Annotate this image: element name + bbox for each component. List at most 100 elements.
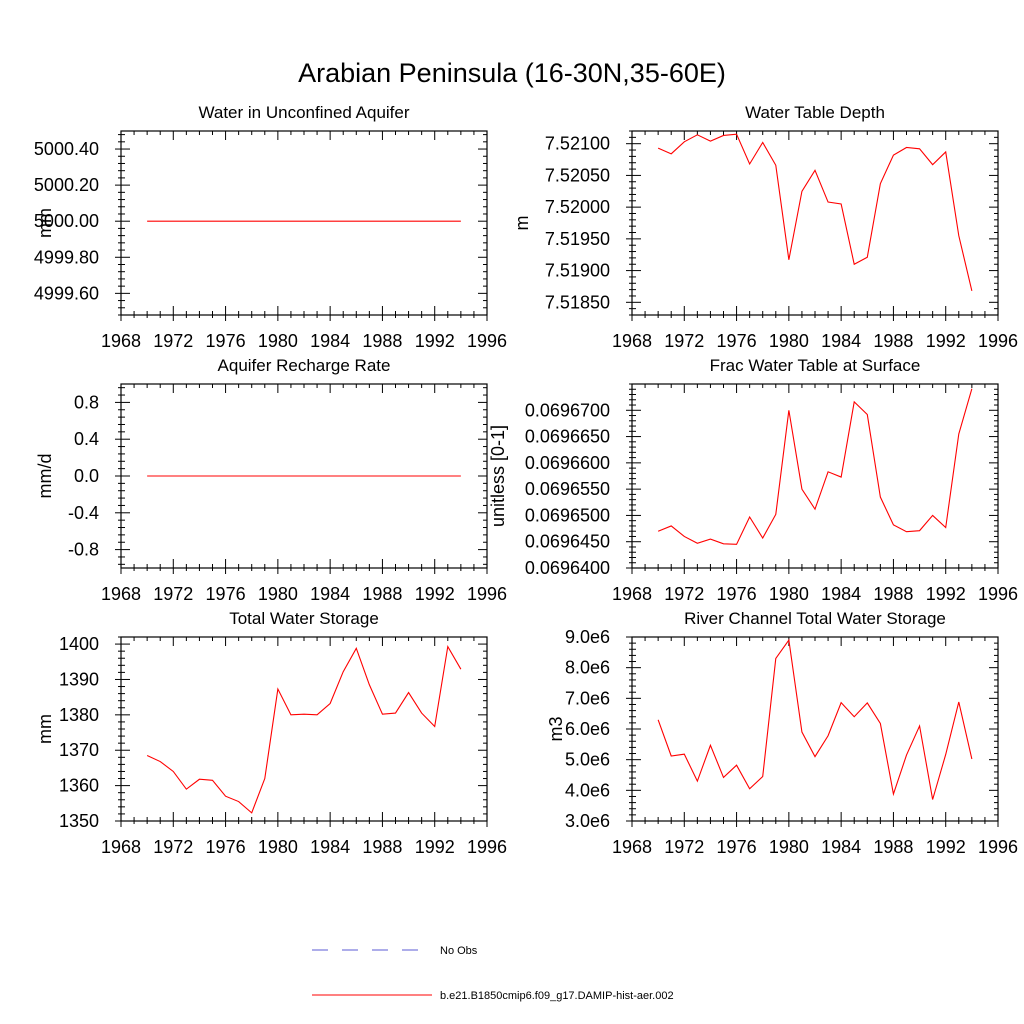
panel-title: River Channel Total Water Storage [684,609,946,628]
x-tick-label: 1988 [873,331,913,351]
y-tick-label: 0.0696400 [525,558,610,578]
x-tick-label: 1976 [206,584,246,604]
x-tick-label: 1988 [873,837,913,857]
x-tick-label: 1968 [612,837,652,857]
x-tick-label: 1988 [362,584,402,604]
y-tick-label: 0.0696500 [525,505,610,525]
x-tick-label: 1980 [258,331,298,351]
x-tick-label: 1968 [101,584,141,604]
x-tick-label: 1972 [153,837,193,857]
y-axis-label: unitless [0-1] [488,425,508,527]
x-tick-label: 1968 [612,331,652,351]
x-tick-label: 1980 [769,331,809,351]
x-tick-label: 1984 [821,331,861,351]
y-tick-label: 0.4 [74,429,99,449]
x-tick-label: 1980 [769,584,809,604]
plot-frame [120,636,488,822]
panel-title: Frac Water Table at Surface [710,356,921,375]
y-tick-label: 1380 [59,705,99,725]
y-tick-label: 5000.20 [34,175,99,195]
x-tick-label: 1980 [769,837,809,857]
y-tick-label: 3.0e6 [565,811,610,831]
y-axis-label: mm/d [35,454,55,499]
x-tick-label: 1984 [821,837,861,857]
x-tick-label: 1988 [362,837,402,857]
legend-label: No Obs [440,945,478,957]
x-tick-label: 1972 [664,584,704,604]
x-tick-label: 1996 [978,837,1018,857]
panels: Water in Unconfined Aquifer mm 1968 1972 197… [34,103,1018,857]
panel-3: Aquifer Recharge Rate mm/d 1968 1972 1976 198… [35,356,507,604]
y-tick-label: 7.51900 [545,261,610,281]
panel-title: Water Table Depth [745,103,885,122]
y-axis-label: m [512,216,532,231]
y-tick-label: 0.0696450 [525,532,610,552]
x-tick-label: 1968 [101,331,141,351]
x-tick-label: 1972 [664,331,704,351]
x-tick-label: 1996 [467,837,507,857]
y-tick-label: 6.0e6 [565,719,610,739]
y-tick-label: 1350 [59,811,99,831]
y-tick-label: 1370 [59,740,99,760]
x-tick-label: 1976 [717,837,757,857]
panel-title: Water in Unconfined Aquifer [198,103,409,122]
series-line [146,644,462,814]
x-tick-label: 1992 [926,584,966,604]
y-tick-label: 4999.80 [34,247,99,267]
panel-title: Total Water Storage [229,609,379,628]
y-tick-label: -0.4 [68,503,99,523]
panel-6: River Channel Total Water Storage m3 1968 1… [546,609,1018,857]
x-tick-label: 1980 [258,584,298,604]
y-tick-label: 7.52100 [545,134,610,154]
y-tick-label: 4.0e6 [565,780,610,800]
y-tick-label: 7.52000 [545,197,610,217]
y-axis-label: mm [35,714,55,744]
x-tick-label: 1972 [153,584,193,604]
y-tick-label: 0.8 [74,392,99,412]
y-tick-label: 1400 [59,634,99,654]
x-tick-label: 1996 [978,331,1018,351]
y-tick-label: 8.0e6 [565,658,610,678]
y-tick-label: 0.0696550 [525,479,610,499]
y-tick-label: -0.8 [68,540,99,560]
plot-frame [631,636,999,822]
y-tick-label: 5.0e6 [565,750,610,770]
x-tick-label: 1988 [873,584,913,604]
plot-frame [631,383,999,569]
x-tick-label: 1984 [310,331,350,351]
x-tick-label: 1996 [467,584,507,604]
x-tick-label: 1968 [612,584,652,604]
y-tick-label: 0.0696650 [525,427,610,447]
x-tick-label: 1976 [206,331,246,351]
x-tick-label: 1980 [258,837,298,857]
plot-frame [631,130,999,316]
y-tick-label: 1360 [59,776,99,796]
y-tick-label: 7.51850 [545,292,610,312]
x-tick-label: 1992 [415,837,455,857]
y-tick-label: 7.51950 [545,229,610,249]
x-tick-label: 1984 [821,584,861,604]
legend-label: b.e21.B1850cmip6.f09_g17.DAMIP-hist-aer.… [440,990,674,1002]
x-tick-label: 1976 [717,331,757,351]
panel-2: Water Table Depth m 1968 1972 1976 1980 1984 19… [512,103,1018,351]
y-tick-label: 0.0696600 [525,453,610,473]
x-tick-label: 1972 [153,331,193,351]
legend: No Obs b.e21.B1850cmip6.f09_g17.DAMIP-his… [312,945,674,1002]
series-line [657,638,973,800]
x-tick-label: 1992 [926,331,966,351]
x-tick-label: 1976 [206,837,246,857]
panel-1: Water in Unconfined Aquifer mm 1968 1972 197… [34,103,507,351]
y-tick-label: 1390 [59,669,99,689]
x-tick-label: 1996 [978,584,1018,604]
x-tick-label: 1992 [415,331,455,351]
x-tick-label: 1988 [362,331,402,351]
x-tick-label: 1984 [310,584,350,604]
x-tick-label: 1992 [415,584,455,604]
x-tick-label: 1984 [310,837,350,857]
figure-title: Arabian Peninsula (16-30N,35-60E) [298,58,726,88]
y-tick-label: 9.0e6 [565,627,610,647]
y-axis-label: mm [35,208,55,238]
y-tick-label: 7.0e6 [565,688,610,708]
panel-title: Aquifer Recharge Rate [218,356,391,375]
